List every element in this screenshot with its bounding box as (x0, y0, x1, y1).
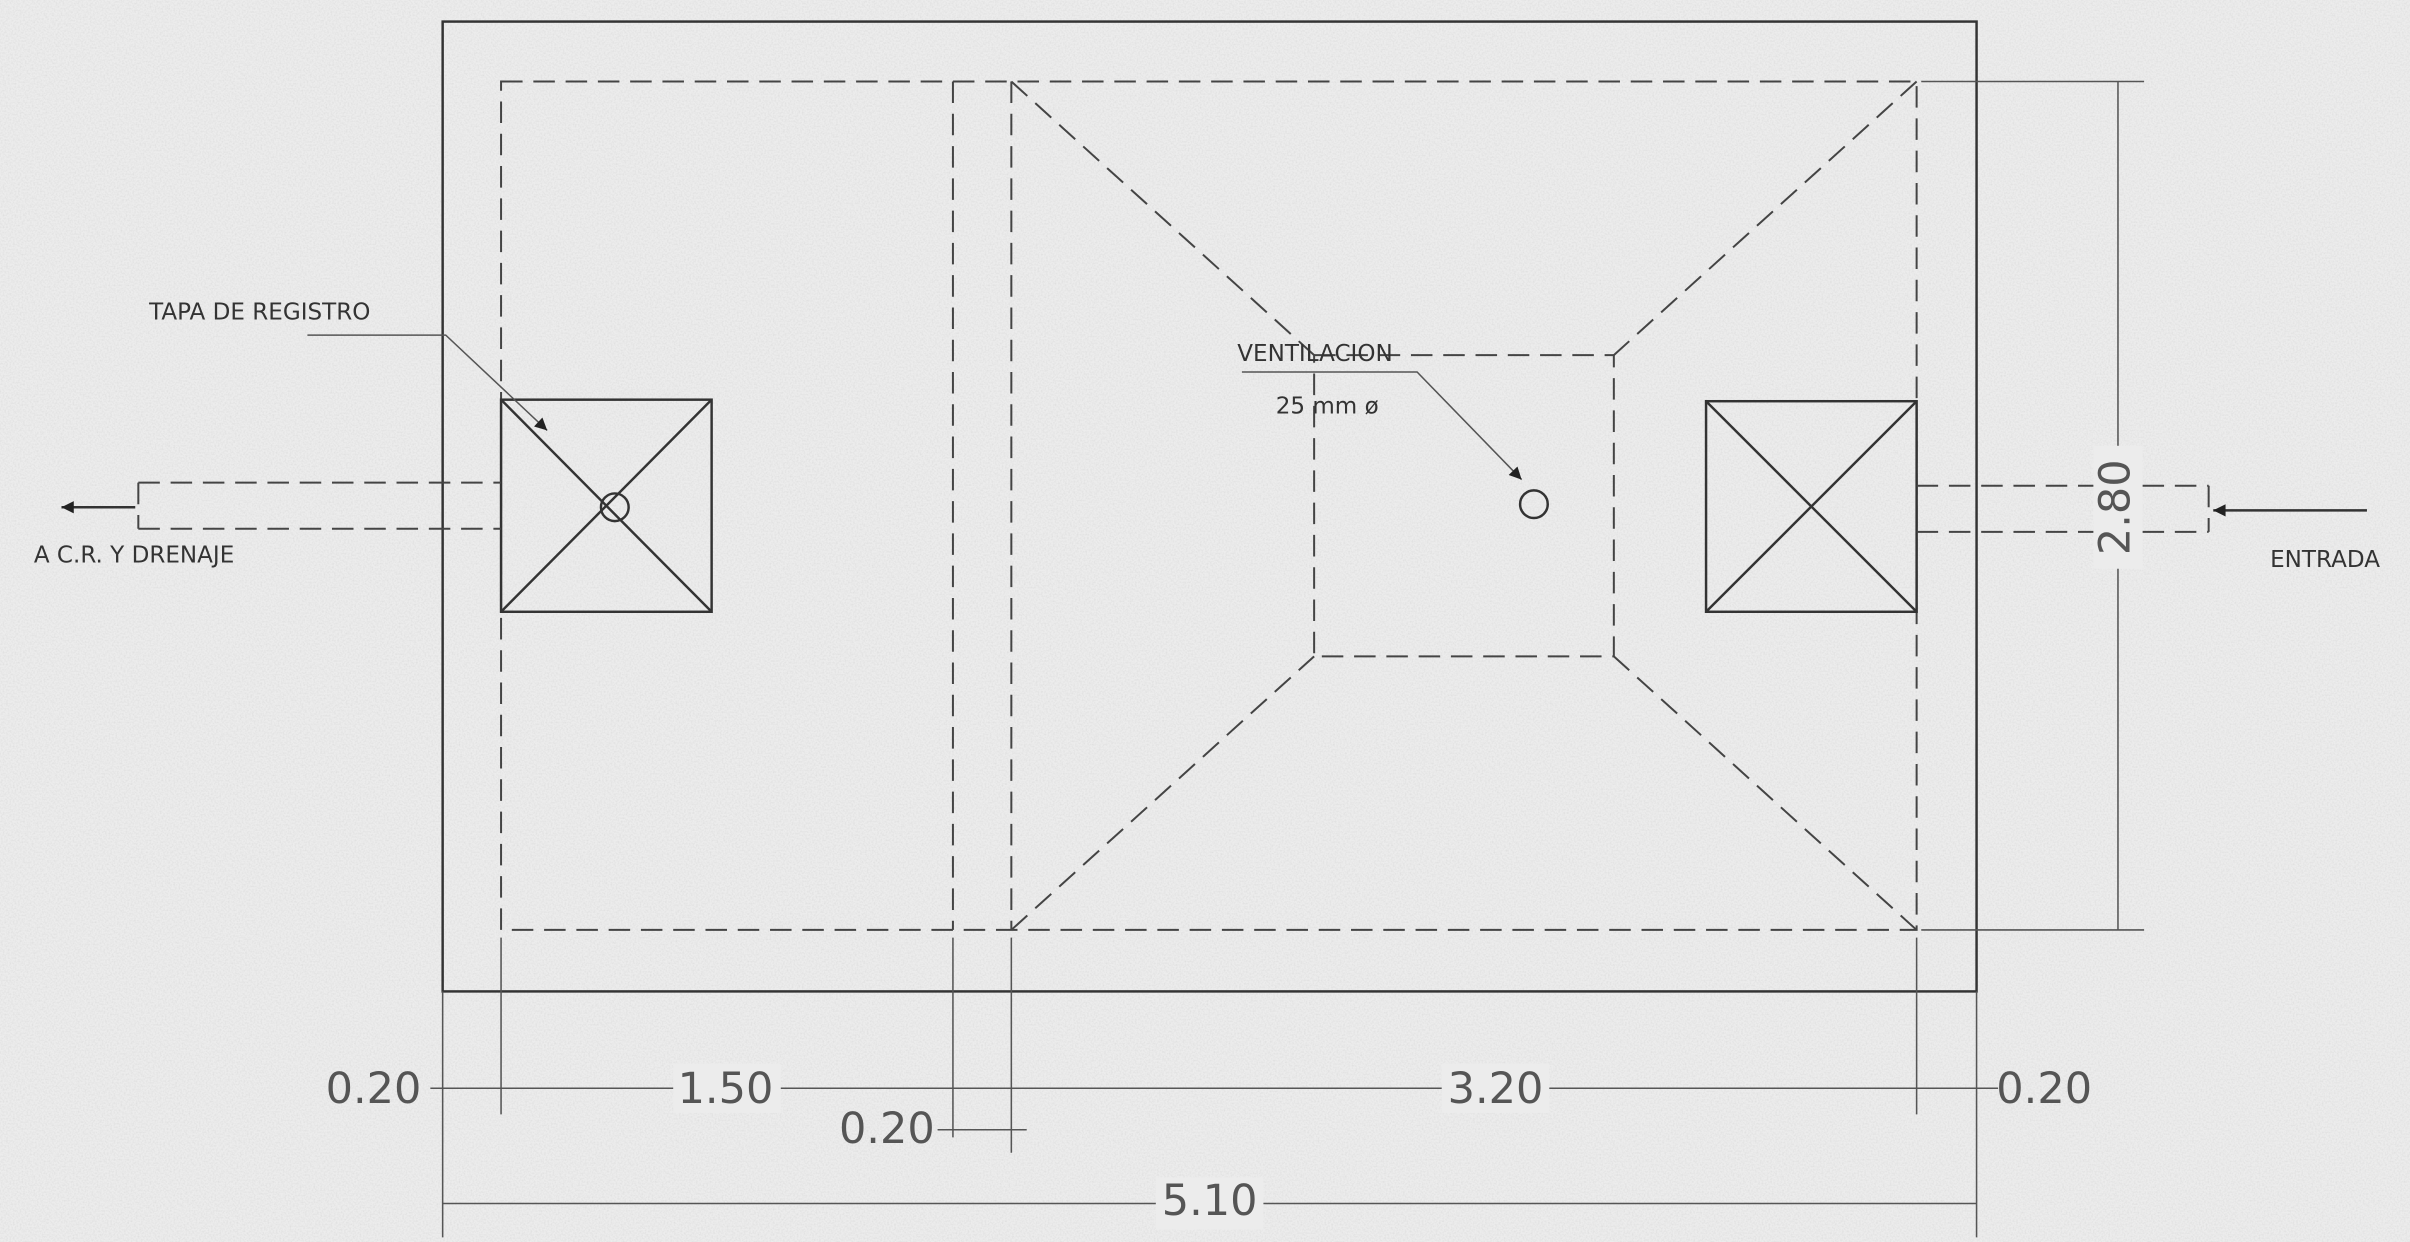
manhole (499, 398, 713, 614)
dimension: 0.20 (326, 1064, 422, 1114)
vent-pipe (1518, 489, 1549, 520)
dimension: 0.20 (839, 1104, 935, 1154)
leader (307, 334, 548, 431)
dimension: 5.10 (1162, 1176, 1258, 1226)
manhole-cross (500, 398, 713, 613)
extension-lines (441, 937, 1978, 1238)
dim-gaps (673, 1063, 1550, 1230)
label: TAPA DE REGISTRO (148, 300, 370, 326)
label: ENTRADA (2270, 547, 2380, 573)
leader (1241, 371, 1523, 481)
inlet-pipe-run (1916, 484, 2210, 533)
outlet-pipe (599, 492, 630, 523)
hopper-slopes (1010, 80, 1918, 931)
dimension: 0.20 (1996, 1064, 2092, 1114)
manhole (1704, 399, 1918, 614)
dimension: 2.80 (2090, 459, 2140, 555)
label: VENTILACION (1237, 341, 1392, 367)
manhole-cross (1705, 400, 1918, 613)
hopper-bottom (1313, 354, 1615, 658)
dim-gap (2093, 445, 2143, 569)
label: 25 mm ø (1276, 394, 1379, 420)
label: A C.R. Y DRENAJE (34, 543, 234, 569)
dimension: 1.50 (678, 1064, 774, 1114)
dimension: 3.20 (1448, 1064, 1544, 1114)
outer-wall (441, 20, 1978, 993)
outlet-pipe-run (137, 481, 502, 530)
